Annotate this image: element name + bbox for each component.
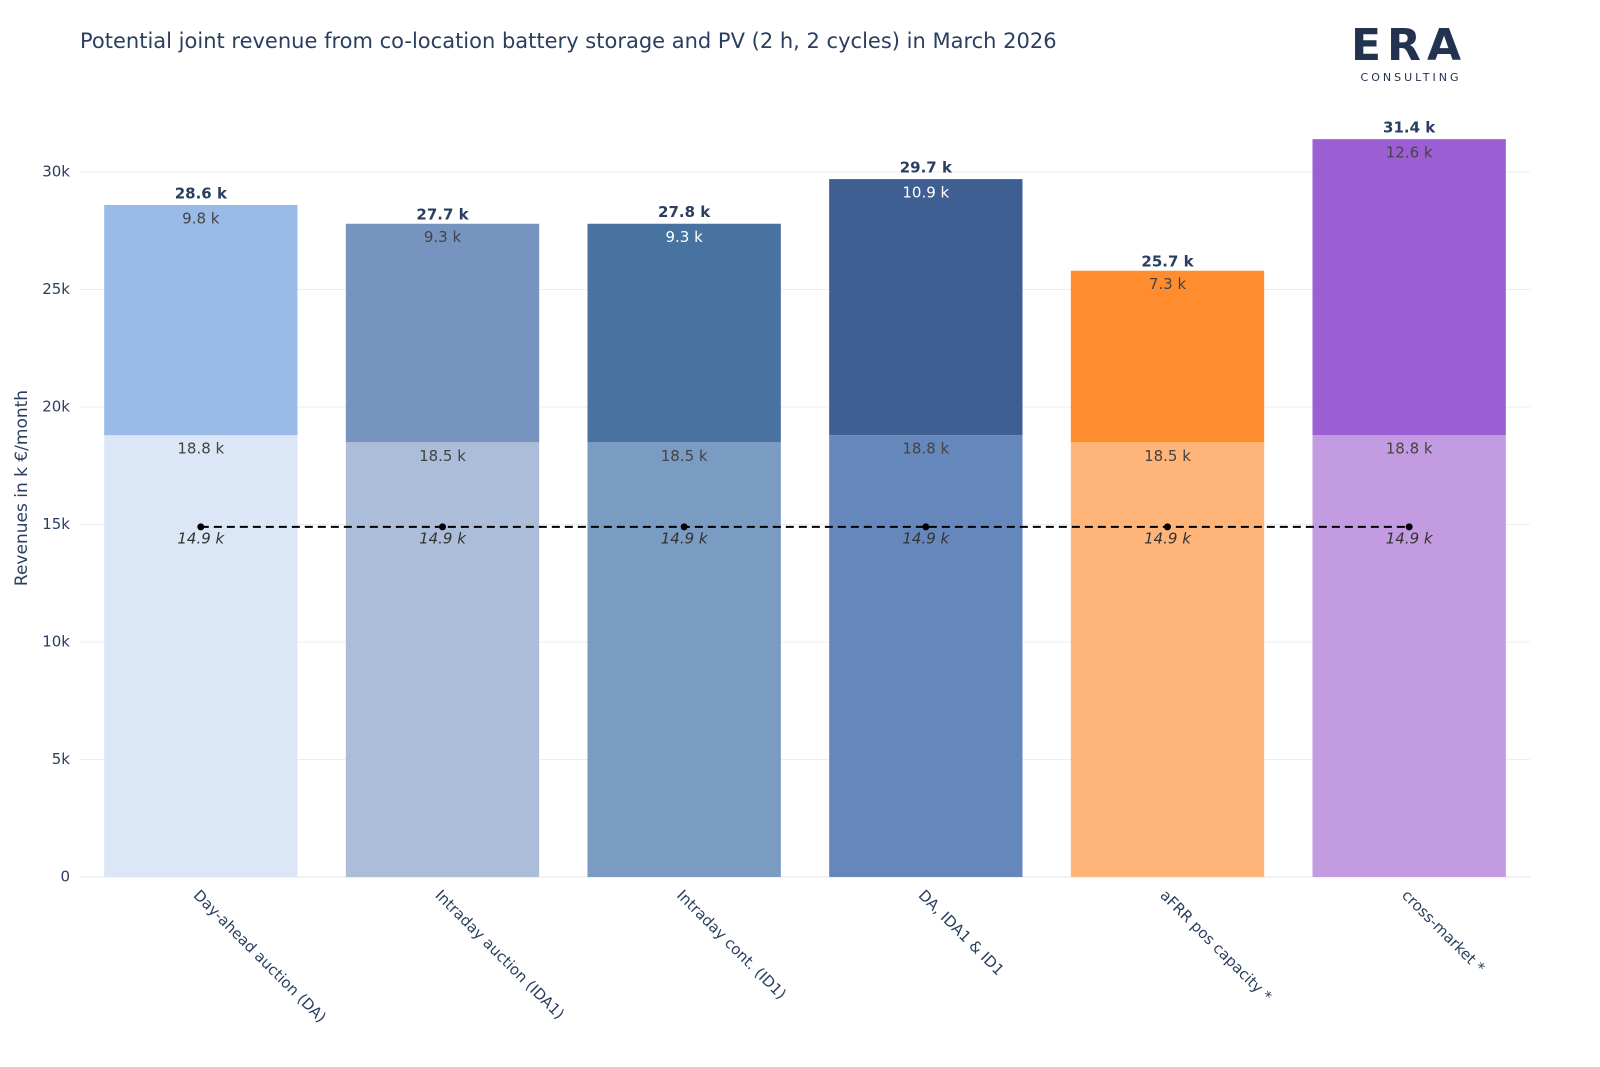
total-label: 27.8 k	[658, 203, 711, 221]
reference-label: 14.9 k	[1144, 529, 1192, 547]
segment-label: 18.8 k	[177, 440, 224, 458]
total-label: 27.7 k	[416, 206, 469, 224]
segment-label: 10.9 k	[902, 184, 949, 202]
logo: ERA	[1351, 20, 1467, 71]
reference-point	[197, 523, 205, 531]
bar-segment	[104, 435, 298, 877]
y-tick-label: 0	[60, 868, 70, 886]
chart-title: Potential joint revenue from co-location…	[80, 29, 1057, 53]
bar-segment	[345, 442, 540, 877]
reference-label: 14.9 k	[419, 529, 467, 547]
y-tick-label: 30k	[42, 163, 70, 181]
y-tick-label: 10k	[42, 633, 70, 651]
y-tick-label: 15k	[42, 515, 70, 533]
segment-label: 18.5 k	[419, 447, 466, 465]
logo-subtext: CONSULTING	[1361, 71, 1462, 84]
bar-segment	[345, 223, 540, 443]
segment-label: 18.5 k	[661, 447, 708, 465]
segment-label: 18.5 k	[1144, 447, 1191, 465]
segment-label: 12.6 k	[1386, 144, 1433, 162]
total-label: 28.6 k	[175, 184, 228, 202]
segment-label: 7.3 k	[1149, 275, 1187, 293]
x-tick-label: DA, IDA1 & ID1	[915, 886, 1008, 979]
y-tick-label: 25k	[42, 280, 70, 298]
y-axis-title: Revenues in k €/month	[12, 390, 32, 586]
segment-label: 18.8 k	[1386, 440, 1433, 458]
bar-segment	[587, 442, 781, 877]
total-label: 29.7 k	[900, 159, 953, 177]
x-tick-label: Intraday cont. (ID1)	[673, 886, 790, 1003]
segment-label: 9.8 k	[182, 209, 220, 227]
bar-segment	[829, 179, 1023, 436]
total-label: 25.7 k	[1141, 253, 1194, 271]
reference-point	[922, 523, 930, 531]
segment-label: 9.3 k	[424, 228, 462, 246]
reference-point	[1164, 523, 1171, 531]
bar-segment	[829, 435, 1023, 877]
bar-segment	[104, 204, 298, 436]
x-tick-label: cross-market *	[1398, 886, 1489, 977]
segment-label: 18.8 k	[902, 440, 949, 458]
reference-label: 14.9 k	[661, 529, 709, 547]
bar-segment	[587, 223, 781, 443]
reference-point	[439, 523, 446, 531]
x-tick-label: aFRR pos capacity *	[1156, 886, 1275, 1005]
y-tick-label: 5k	[52, 750, 71, 768]
reference-label: 14.9 k	[1386, 529, 1434, 547]
reference-label: 14.9 k	[177, 529, 225, 547]
bar-segment	[1070, 442, 1265, 877]
total-label: 31.4 k	[1383, 119, 1436, 137]
reference-point	[680, 523, 688, 531]
bar-segment	[1312, 139, 1506, 436]
reference-label: 14.9 k	[902, 529, 950, 547]
y-tick-label: 20k	[42, 398, 70, 416]
segment-label: 9.3 k	[666, 228, 704, 246]
x-tick-label: Intraday auction (IDA1)	[431, 886, 568, 1023]
x-tick-label: Day-ahead auction (DA)	[190, 886, 330, 1026]
reference-point	[1405, 523, 1413, 531]
bar-segment	[1070, 270, 1265, 443]
bar-segment	[1312, 435, 1506, 877]
